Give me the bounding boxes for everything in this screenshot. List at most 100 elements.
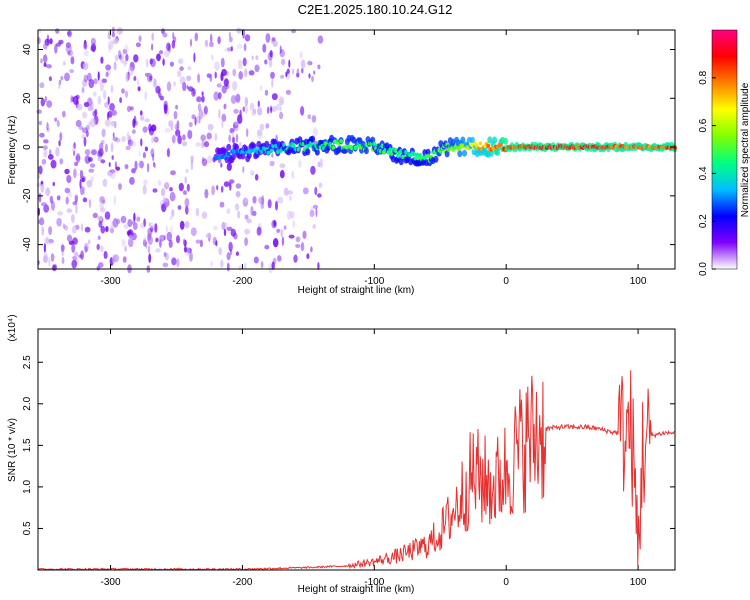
x-tick-label: -200 [232,577,252,588]
noise-point [137,79,140,86]
noise-point [184,221,190,229]
noise-point [97,156,102,162]
noise-point [300,59,306,70]
noise-point [236,27,242,34]
noise-point [140,138,143,147]
noise-point [121,60,128,66]
noise-point [46,64,52,69]
noise-point [105,226,109,233]
noise-point [254,64,260,73]
noise-point [83,101,90,108]
noise-point [296,72,300,78]
noise-point [279,45,282,54]
noise-point [46,122,49,131]
noise-point [73,142,76,150]
noise-point [153,78,157,88]
noise-point [43,204,50,213]
noise-point [107,96,110,105]
noise-point [244,262,247,270]
noise-point [285,89,291,95]
noise-point [164,182,170,190]
x-tick-label: -100 [364,577,384,588]
noise-point [168,120,174,128]
noise-point [194,117,197,126]
noise-point [146,162,150,173]
noise-point [128,234,133,240]
noise-point [45,187,51,197]
noise-point [125,145,131,151]
noise-point [143,236,146,243]
noise-point [139,110,143,116]
noise-point [213,225,218,231]
trace-core-point [331,145,336,150]
noise-point [306,253,310,260]
noise-point [80,223,84,232]
noise-point [210,33,213,44]
noise-point [144,118,150,123]
noise-point [265,123,270,129]
noise-point [178,58,184,65]
noise-point [88,157,93,162]
noise-point [171,257,177,266]
noise-point [207,123,214,131]
noise-point [48,226,52,236]
noise-point [256,129,263,136]
noise-point [224,48,230,53]
noise-point [235,183,242,189]
noise-point [145,241,148,249]
noise-point [288,234,295,239]
noise-point [60,244,65,252]
trace-core-point [478,141,483,146]
noise-point [39,217,45,226]
noise-point [169,61,174,67]
noise-point [124,90,129,99]
snr-panel: -300 -200 -100 0 100 0.51.01.52.02.5 (x10⁴) … [7,314,676,595]
noise-point [37,165,43,175]
noise-point [271,153,274,158]
noise-point [271,105,277,112]
noise-point [271,93,278,101]
y-tick-label: 2.0 [22,396,33,410]
noise-point [317,35,324,44]
noise-point [163,251,167,258]
noise-point [83,50,89,57]
noise-point [177,205,182,210]
noise-point [169,215,173,221]
noise-point [116,27,123,35]
noise-point [85,124,90,131]
noise-point [73,150,76,157]
noise-point [235,133,239,143]
noise-point [116,218,121,225]
noise-point [64,168,70,175]
noise-point [246,218,252,224]
noise-point [44,95,47,103]
noise-point [308,73,311,79]
noise-point [74,251,79,257]
noise-point [109,169,116,174]
noise-point [164,50,170,58]
noise-point [46,236,49,244]
noise-point [192,88,195,96]
x-tick-label: -300 [101,577,121,588]
noise-point [201,95,205,103]
noise-point [165,225,168,233]
noise-point [100,207,106,213]
noise-point [103,251,108,259]
trace-envelope-point [433,155,439,163]
noise-point [270,71,275,79]
noise-point [125,72,129,83]
noise-point [124,245,127,252]
noise-point [226,262,230,272]
noise-point [226,162,232,171]
noise-point [90,37,96,46]
noise-point [109,103,115,111]
noise-point [151,43,154,51]
trace-core-point [446,147,451,152]
trace-core-point [372,141,377,146]
noise-point [310,165,316,175]
noise-point [317,193,322,198]
noise-point [313,126,318,137]
noise-point [188,121,193,128]
noise-point [211,54,214,61]
spectrogram-x-axis-label: Height of straight line (km) [298,285,415,296]
